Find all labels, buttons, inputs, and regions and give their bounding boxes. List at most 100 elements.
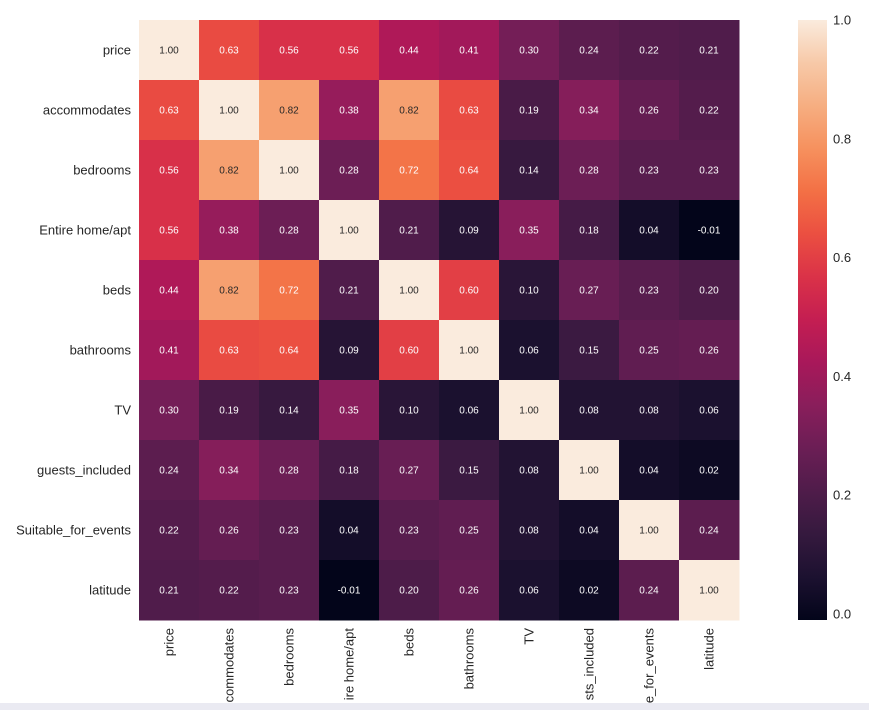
cell-annotation: 0.24 bbox=[159, 466, 179, 477]
heatmap-cell bbox=[439, 80, 500, 141]
heatmap-cell bbox=[199, 560, 260, 621]
cell-annotation: 0.26 bbox=[219, 526, 239, 537]
heatmap-cell bbox=[199, 320, 260, 381]
cell-annotation: 1.00 bbox=[339, 226, 359, 237]
cell-annotation: 0.22 bbox=[159, 526, 179, 537]
heatmap-cell bbox=[439, 380, 500, 441]
heatmap-cell bbox=[319, 440, 380, 501]
cell-annotation: 0.18 bbox=[579, 226, 599, 237]
cell-annotation: 0.34 bbox=[219, 466, 239, 477]
heatmap-cell bbox=[139, 440, 200, 501]
x-tick-label: bedrooms bbox=[282, 628, 297, 686]
colorbar-tick-label: 0.2 bbox=[833, 488, 851, 503]
cell-annotation: 0.27 bbox=[399, 466, 419, 477]
cell-annotation: 0.20 bbox=[399, 586, 419, 597]
cell-annotation: 0.28 bbox=[339, 166, 359, 177]
heatmap-cell bbox=[139, 80, 200, 141]
heatmap-cell bbox=[259, 500, 320, 561]
x-tick-label: price bbox=[162, 628, 177, 656]
heatmap-cell bbox=[259, 140, 320, 201]
cell-annotation: 1.00 bbox=[699, 586, 719, 597]
cell-annotation: 0.64 bbox=[459, 166, 479, 177]
cell-annotation: 0.63 bbox=[459, 106, 479, 117]
cell-annotation: 0.28 bbox=[579, 166, 599, 177]
cell-annotation: 0.06 bbox=[519, 586, 539, 597]
x-tick-label: commodates bbox=[222, 628, 237, 703]
heatmap-cell bbox=[319, 320, 380, 381]
heatmap-cell bbox=[199, 140, 260, 201]
heatmap-cell bbox=[439, 140, 500, 201]
heatmap-cell bbox=[559, 440, 620, 501]
heatmap-cell bbox=[259, 260, 320, 321]
cell-annotation: 0.14 bbox=[279, 406, 299, 417]
colorbar-tick-label: 0.0 bbox=[833, 607, 851, 622]
heatmap-cell bbox=[199, 20, 260, 81]
y-tick-label: beds bbox=[103, 283, 132, 298]
cell-annotation: 0.21 bbox=[159, 586, 179, 597]
cell-annotation: 0.34 bbox=[579, 106, 599, 117]
cell-annotation: -0.01 bbox=[338, 586, 361, 597]
heatmap-cell bbox=[499, 140, 560, 201]
cell-annotation: 0.09 bbox=[339, 346, 359, 357]
cell-annotation: 0.82 bbox=[399, 106, 419, 117]
heatmap-cell bbox=[139, 500, 200, 561]
cell-annotation: 0.26 bbox=[459, 586, 479, 597]
cell-annotation: 0.21 bbox=[699, 46, 719, 57]
heatmap-cells bbox=[139, 20, 740, 621]
heatmap-cell bbox=[199, 440, 260, 501]
heatmap-cell bbox=[559, 140, 620, 201]
heatmap-cell bbox=[679, 500, 740, 561]
cell-annotation: 0.35 bbox=[339, 406, 359, 417]
heatmap-cell bbox=[439, 320, 500, 381]
heatmap-cell bbox=[139, 200, 200, 261]
cell-annotation: 0.19 bbox=[519, 106, 539, 117]
heatmap-cell bbox=[319, 80, 380, 141]
cell-annotation: 0.60 bbox=[459, 286, 479, 297]
colorbar-tick-label: 0.8 bbox=[833, 131, 851, 146]
heatmap-cell bbox=[379, 560, 440, 621]
heatmap-cell bbox=[679, 380, 740, 441]
cell-annotation: 0.15 bbox=[459, 466, 479, 477]
heatmap-cell bbox=[619, 140, 680, 201]
heatmap-cell bbox=[199, 380, 260, 441]
cell-annotation: 0.02 bbox=[579, 586, 599, 597]
y-tick-label: bedrooms bbox=[73, 163, 131, 178]
cell-annotation: 0.35 bbox=[519, 226, 539, 237]
cell-annotation: 0.09 bbox=[459, 226, 479, 237]
heatmap-cell bbox=[559, 380, 620, 441]
cell-annotation: 0.25 bbox=[639, 346, 659, 357]
heatmap-cell bbox=[439, 500, 500, 561]
cell-annotation: 1.00 bbox=[639, 526, 659, 537]
cell-annotation: 0.08 bbox=[639, 406, 659, 417]
heatmap-cell bbox=[379, 500, 440, 561]
heatmap-cell bbox=[319, 20, 380, 81]
heatmap-cell bbox=[679, 20, 740, 81]
heatmap-cell bbox=[499, 440, 560, 501]
x-tick-label: TV bbox=[522, 628, 537, 645]
cell-annotation: 0.60 bbox=[399, 346, 419, 357]
cell-annotation: 0.23 bbox=[699, 166, 719, 177]
heatmap-annotations: 1.00 0.63 0.56 0.56 0.44 0.41 0.30 0.24 0.22 0.21… bbox=[159, 46, 721, 597]
y-tick-label: TV bbox=[114, 403, 131, 418]
heatmap-cell bbox=[319, 560, 380, 621]
cell-annotation: 0.22 bbox=[699, 106, 719, 117]
y-tick-label: accommodates bbox=[43, 103, 132, 118]
cell-annotation: 1.00 bbox=[579, 466, 599, 477]
cell-annotation: 0.23 bbox=[279, 586, 299, 597]
heatmap-cell bbox=[319, 200, 380, 261]
heatmap-cell bbox=[619, 380, 680, 441]
cell-annotation: 0.56 bbox=[339, 46, 359, 57]
cell-annotation: 0.63 bbox=[159, 106, 179, 117]
cell-annotation: 0.08 bbox=[579, 406, 599, 417]
heatmap-cell bbox=[559, 20, 620, 81]
heatmap-cell bbox=[139, 320, 200, 381]
heatmap-cell bbox=[259, 440, 320, 501]
heatmap-cell bbox=[139, 140, 200, 201]
cell-annotation: 0.02 bbox=[699, 466, 719, 477]
x-axis-tick-labels: price commodates bedrooms ire home/apt beds b… bbox=[162, 628, 717, 704]
heatmap-cell bbox=[499, 260, 560, 321]
heatmap-cell bbox=[619, 440, 680, 501]
cell-annotation: 0.82 bbox=[219, 166, 239, 177]
cell-annotation: 0.24 bbox=[639, 586, 659, 597]
